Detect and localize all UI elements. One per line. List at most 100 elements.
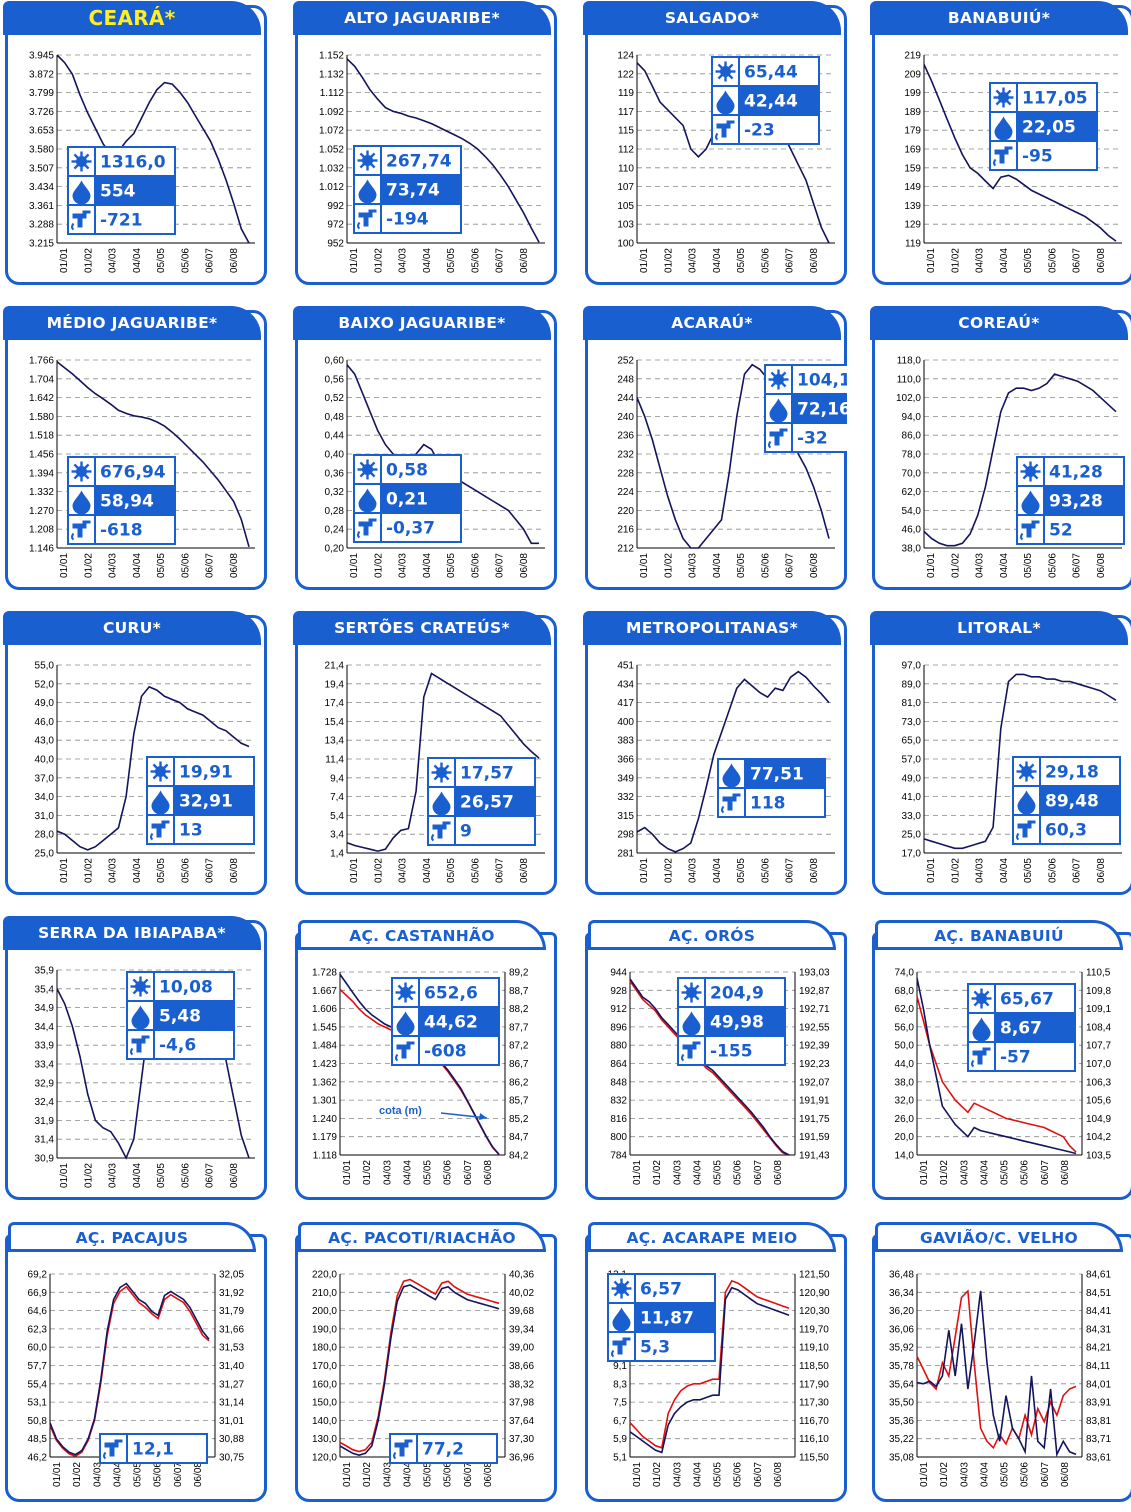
- y-tick-label: 179: [904, 126, 921, 137]
- x-tick-label: 01/02: [362, 1462, 373, 1487]
- stats-value: 42,44: [744, 92, 798, 112]
- stats-value: -618: [100, 521, 143, 541]
- sun-icon: [150, 761, 171, 782]
- x-tick-label: 04/03: [688, 858, 699, 883]
- y-tick-label: 1,4: [330, 849, 344, 860]
- x-tick-label: 04/03: [688, 553, 699, 578]
- stats-value-cell: [744, 758, 826, 789]
- chart-title: GAVIÃO/C. VELHO: [875, 1222, 1123, 1252]
- stats-value: 676,94: [100, 463, 166, 483]
- x-tick-label: 05/05: [736, 248, 747, 273]
- y-tick-label: 50,8: [28, 1416, 48, 1427]
- tap-icon: [103, 1439, 123, 1460]
- chart-panel: 55,0 52,0 49,0 46,0 43,0 40,0 37,0 34,0 31,0 28,0…: [3, 611, 267, 895]
- drop-icon: [769, 398, 788, 423]
- x-tick-label: 06/08: [193, 1462, 204, 1487]
- y-tick-label: 252: [617, 356, 634, 367]
- y-tick-label: 1.146: [29, 544, 54, 555]
- stats-value-cell: [994, 1041, 1076, 1072]
- x-tick-label: 04/03: [688, 248, 699, 273]
- stats-value-cell: [94, 514, 176, 545]
- stats-value: 60,3: [1045, 821, 1087, 841]
- y2-tick-label: 37,64: [509, 1416, 534, 1427]
- y-tick-label: 54,0: [902, 506, 922, 517]
- stats-box: 104,16 72,16 -32: [764, 364, 847, 453]
- chart-title: AÇ. PACAJUS: [8, 1222, 256, 1252]
- stats-value: 65,67: [1000, 990, 1054, 1010]
- y-tick-label: 140,0: [312, 1416, 337, 1427]
- stats-value: 52: [1049, 521, 1073, 541]
- y-tick-label: 298: [617, 830, 634, 841]
- y2-tick-label: 192,87: [799, 986, 830, 997]
- y-tick-label: 14,0: [895, 1151, 915, 1162]
- y-tick-label: 3.288: [29, 220, 54, 231]
- stats-value-cell: [1043, 485, 1125, 516]
- stats-value: 5,48: [159, 1007, 201, 1027]
- y-tick-label: 1.152: [319, 51, 344, 62]
- x-tick-label: 04/04: [422, 248, 433, 273]
- x-tick-label: 01/02: [373, 858, 384, 883]
- chart-title: CURU*: [3, 611, 261, 645]
- x-tick-label: 04/03: [108, 858, 119, 883]
- stats-value: 58,94: [100, 492, 154, 512]
- stats-box: 6,57 11,87 5,3: [607, 1273, 716, 1362]
- x-tick-label: 05/06: [443, 1462, 454, 1487]
- y-tick-label: 20,0: [895, 1132, 915, 1143]
- y-tick-label: 7,5: [613, 1398, 627, 1409]
- x-tick-label: 04/04: [132, 248, 143, 273]
- x-tick-label: 05/05: [156, 248, 167, 273]
- stats-box: 676,94 58,94 -618: [67, 456, 176, 545]
- x-tick-label: 06/07: [753, 1462, 764, 1487]
- y2-tick-label: 38,32: [509, 1379, 534, 1390]
- y-tick-label: 41,0: [902, 792, 922, 803]
- y2-tick-label: 40,36: [509, 1270, 534, 1281]
- chart-title: AÇ. BANABUIÚ: [875, 920, 1123, 950]
- y-tick-label: 68,0: [895, 986, 915, 997]
- stats-value-cell: [1043, 514, 1125, 545]
- y-tick-label: 1.332: [29, 487, 54, 498]
- stats-box: 652,6 44,62 -608: [391, 977, 500, 1066]
- y-tick-label: 33,0: [902, 811, 922, 822]
- y-tick-label: 107: [617, 182, 634, 193]
- y-tick-label: 944: [610, 968, 627, 979]
- chart-panel: 97,0 89,0 81,0 73,0 65,0 57,0 49,0 41,0 33,0 25,0…: [870, 611, 1131, 895]
- x-tick-label: 01/02: [950, 248, 961, 273]
- y-tick-label: 248: [617, 374, 634, 385]
- chart-panel: 1.728 1.667 1.606 1.545 1.484 1.423 1.362 1.301…: [295, 920, 557, 1200]
- x-tick-label: 05/05: [423, 1462, 434, 1487]
- x-tick-label: 01/01: [926, 858, 937, 883]
- y2-tick-label: 191,59: [799, 1132, 830, 1143]
- x-tick-label: 01/02: [950, 858, 961, 883]
- y-tick-label: 57,0: [902, 755, 922, 766]
- y-tick-label: 122: [617, 69, 634, 80]
- y-tick-label: 160,0: [312, 1379, 337, 1390]
- y2-tick-label: 84,41: [1086, 1306, 1111, 1317]
- stats-value-cell: [380, 454, 462, 485]
- y-tick-label: 816: [610, 1114, 627, 1125]
- y-tick-label: 11,4: [325, 755, 344, 766]
- x-tick-label: 01/02: [362, 1160, 373, 1185]
- sun-icon: [768, 369, 789, 390]
- y2-tick-label: 84,01: [1086, 1379, 1111, 1390]
- chart-panel: 36,48 36,34 36,20 36,06 35,92 35,78 35,64 35,50…: [872, 1222, 1131, 1502]
- chart-title: CEARÁ*: [3, 1, 261, 35]
- y-tick-label: 209: [904, 69, 921, 80]
- stats-value-cell: [791, 364, 847, 395]
- y2-tick-label: 89,2: [509, 968, 529, 979]
- y-tick-label: 1.704: [29, 374, 54, 385]
- y-tick-label: 49,0: [35, 698, 55, 709]
- x-tick-label: 04/04: [132, 858, 143, 883]
- stats-value: 49,98: [710, 1013, 764, 1033]
- x-tick-label: 06/08: [809, 553, 820, 578]
- stats-box: 12,1: [99, 1433, 208, 1464]
- tap-icon: [715, 120, 735, 141]
- stats-value: -23: [744, 121, 775, 141]
- stats-value: -0,37: [386, 519, 435, 539]
- y-tick-label: 31,4: [35, 1135, 55, 1146]
- series-line-red: [916, 1289, 1077, 1450]
- y-tick-label: 244: [617, 393, 634, 404]
- x-tick-label: 05/05: [1000, 1462, 1011, 1487]
- x-tick-label: 04/03: [959, 1160, 970, 1185]
- x-tick-label: 06/07: [205, 553, 216, 578]
- y-tick-label: 115: [618, 126, 634, 137]
